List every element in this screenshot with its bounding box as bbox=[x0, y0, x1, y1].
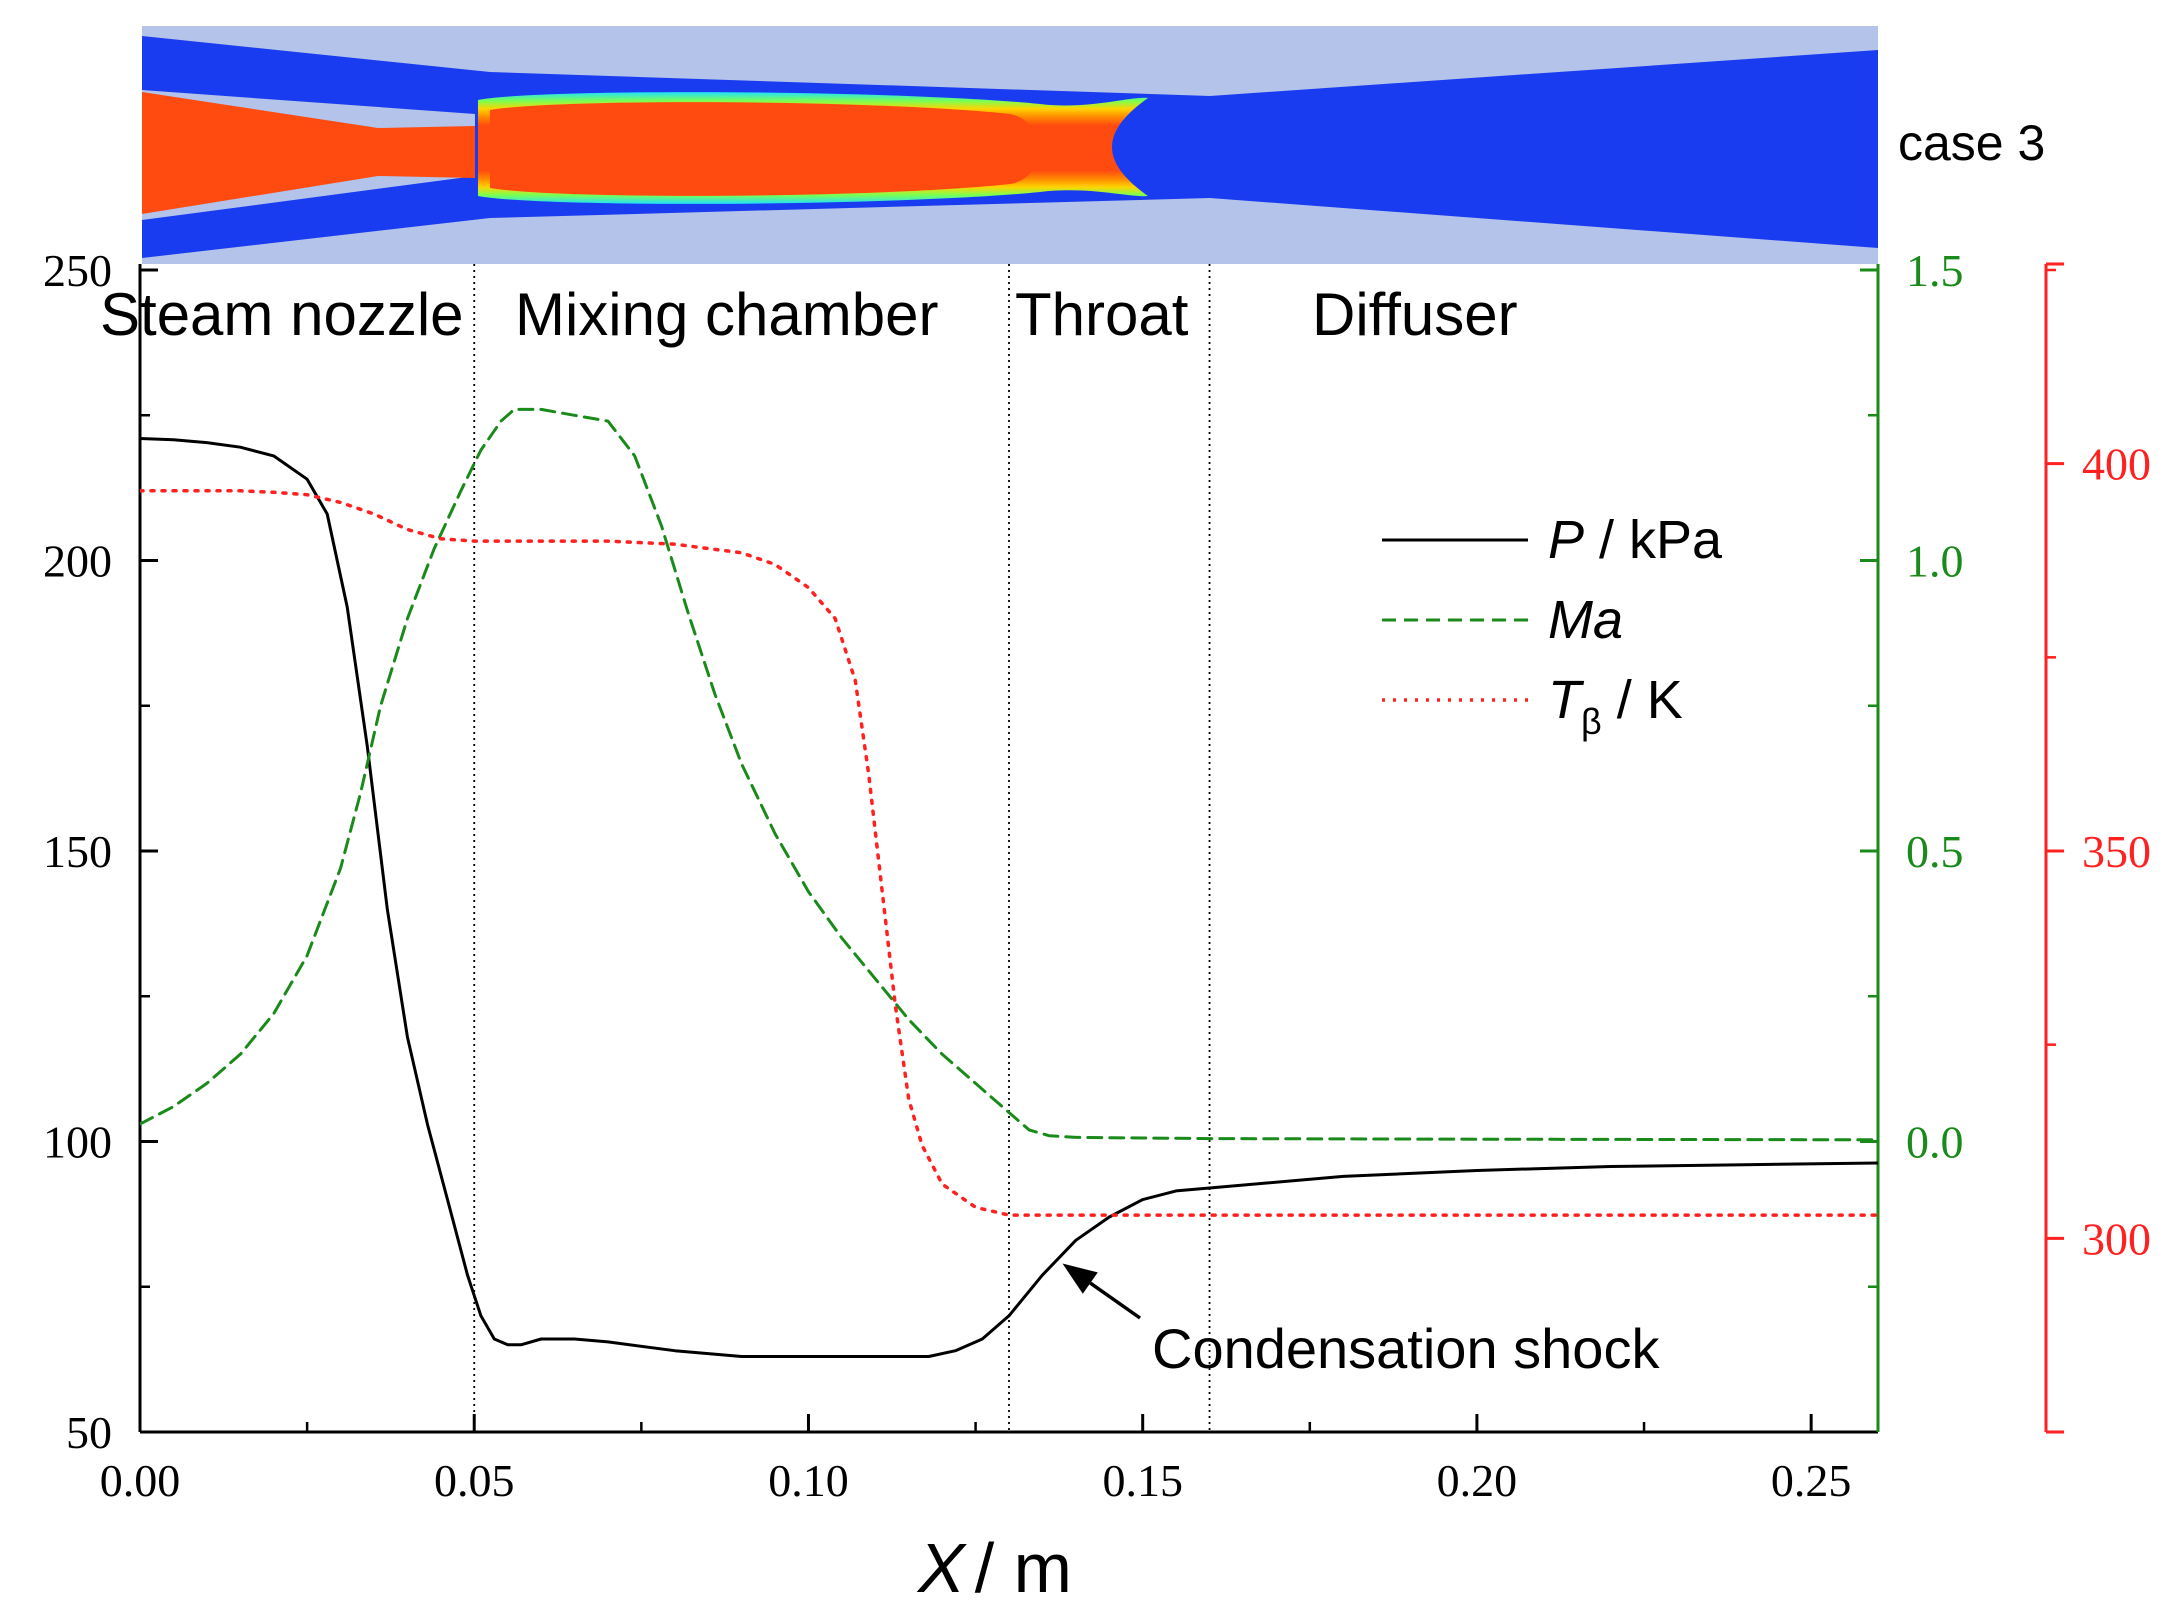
annotation-text: Condensation shock bbox=[1152, 1317, 1660, 1380]
series-pressure-line bbox=[140, 437, 1878, 1358]
x-tick-label-0: 0.00 bbox=[100, 1455, 181, 1506]
annotation-arrow-head bbox=[1062, 1263, 1098, 1294]
x-axis-title: X / m bbox=[916, 1529, 1072, 1607]
x-tick-label-3: 0.15 bbox=[1102, 1455, 1183, 1506]
case-label: case 3 bbox=[1898, 115, 2045, 171]
region-boundaries bbox=[473, 264, 1211, 1432]
region-label-mixing-chamber: Mixing chamber bbox=[515, 281, 939, 348]
mach-tick-label-1: 0.5 bbox=[1906, 826, 1964, 877]
left-tick-label-2: 150 bbox=[43, 826, 112, 877]
left-tick-label-1: 100 bbox=[43, 1117, 112, 1168]
series-mach-line bbox=[140, 407, 1878, 1142]
legend-item-temperature: Tβ / K bbox=[1548, 670, 1683, 742]
axis-ticks: 0.00 0.05 0.10 0.15 0.20 0.25 50 100 150 200 250 0.… bbox=[43, 245, 2151, 1506]
mach-tick-label-3: 1.5 bbox=[1906, 245, 1964, 296]
mach-tick-label-2: 1.0 bbox=[1906, 536, 1964, 587]
left-tick-label-0: 50 bbox=[66, 1407, 112, 1458]
region-labels: Steam nozzle Mixing chamber Throat Diffu… bbox=[100, 281, 1518, 348]
contour-nozzle-core bbox=[142, 92, 475, 214]
region-label-steam-nozzle: Steam nozzle bbox=[100, 281, 464, 348]
x-tick-label-5: 0.25 bbox=[1771, 1455, 1852, 1506]
x-tick-label-1: 0.05 bbox=[434, 1455, 515, 1506]
temp-tick-label-0: 300 bbox=[2082, 1213, 2151, 1264]
series-temperature-line bbox=[140, 489, 1878, 1217]
annotation-arrow-line bbox=[1089, 1281, 1142, 1320]
legend-item-mach: Ma bbox=[1548, 590, 1623, 650]
left-tick-label-3: 200 bbox=[43, 536, 112, 587]
x-tick-label-4: 0.20 bbox=[1437, 1455, 1518, 1506]
temp-tick-label-2: 400 bbox=[2082, 439, 2151, 490]
temp-tick-label-1: 350 bbox=[2082, 826, 2151, 877]
condensation-shock-annotation: Condensation shock bbox=[1062, 1263, 1660, 1380]
contour-jet-core bbox=[490, 102, 1039, 196]
nozzle-contour-plot: case 3 bbox=[142, 26, 2045, 264]
plot-area bbox=[138, 264, 2048, 1434]
legend-item-pressure: P / kPa bbox=[1548, 510, 1723, 570]
series-layer bbox=[140, 407, 1878, 1358]
x-tick-label-2: 0.10 bbox=[768, 1455, 849, 1506]
region-label-throat: Throat bbox=[1015, 281, 1189, 348]
region-label-diffuser: Diffuser bbox=[1312, 281, 1518, 348]
mach-tick-label-0: 0.0 bbox=[1906, 1117, 1964, 1168]
legend: P / kPa Ma Tβ / K bbox=[1382, 510, 1723, 742]
left-tick-label-4: 250 bbox=[43, 245, 112, 296]
